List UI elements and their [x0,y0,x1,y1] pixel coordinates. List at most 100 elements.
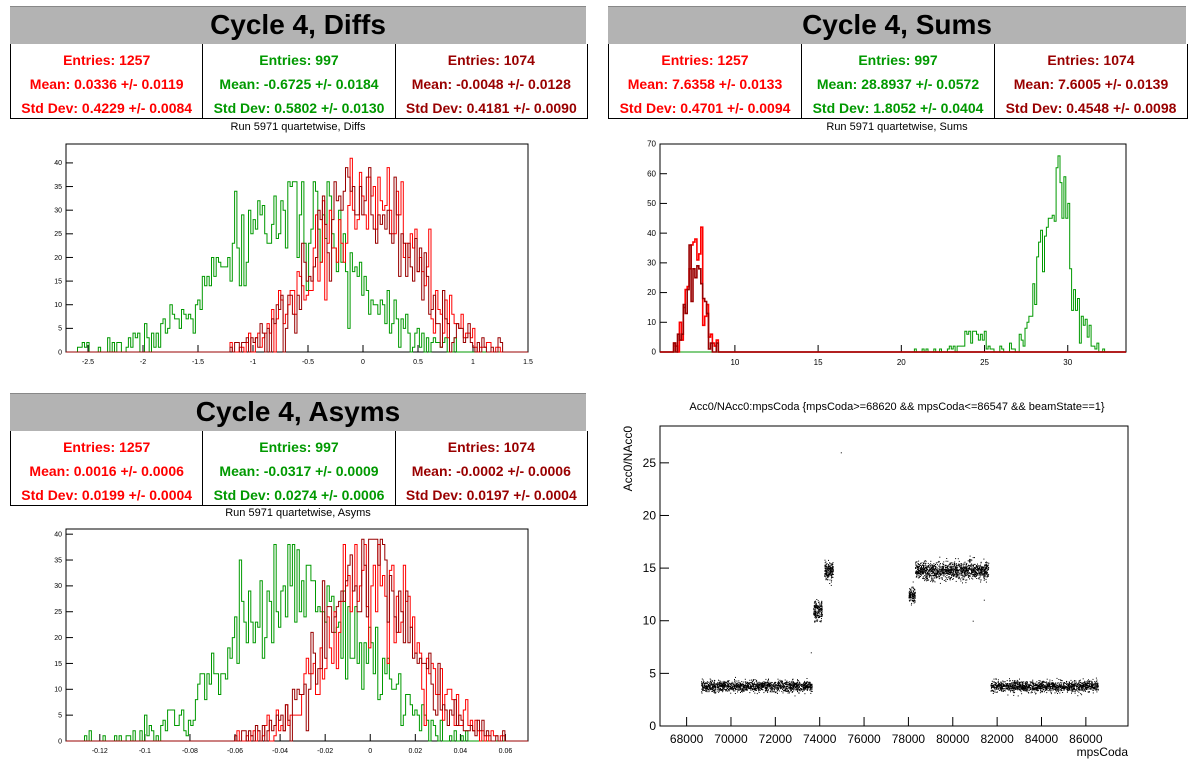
scatter-point [951,567,953,569]
scatter-point [739,682,741,683]
scatter-point [928,574,930,576]
scatter-point [963,571,965,573]
scatter-point [933,563,935,565]
scatter-point [736,687,738,689]
asyms-run-title: Run 5971 quartetwise, Asyms [225,507,371,519]
scatter-point [785,686,787,688]
scatter-point [744,681,746,683]
scatter-point [739,683,741,685]
scatter-point [819,615,821,617]
scatter-point [951,566,952,568]
scatter-point [973,569,974,571]
scatter-point [943,575,945,577]
scatter-point [735,683,737,685]
scatter-point [828,576,830,578]
scatter-point [747,685,749,687]
scatter-point [1013,686,1015,688]
scatter-point [741,684,742,686]
scatter-point [831,573,833,575]
scatter-point [976,565,978,566]
scatter-point [913,593,915,595]
scatter-point [1064,682,1066,684]
x-tick-label: 84000 [1025,732,1059,746]
scatter-point [1007,683,1009,684]
scatter-point [959,565,961,567]
y-tick-label: 40 [54,160,62,167]
scatter-point [916,574,918,576]
scatter-point [923,566,924,568]
scatter-point [1080,684,1082,686]
scatter-point [714,691,716,692]
scatter-point [767,691,769,693]
scatter-point [821,618,822,620]
scatter-point [830,571,832,573]
scatter-point [1074,680,1076,681]
scatter-point [802,684,804,686]
scatter-point [930,577,932,579]
scatter-point [1019,678,1020,680]
scatter-point [1087,684,1089,686]
scatter-point [977,565,979,567]
scatter-point [993,686,995,687]
scatter-point [712,688,714,690]
scatter-point [940,568,942,570]
scatter-point [1076,687,1078,689]
scatter-point [955,565,957,567]
scatter-point [1043,684,1045,686]
scatter-point [752,681,753,683]
scatter-point [1066,691,1068,693]
scatter-point [1008,689,1010,691]
scatter-point [926,568,927,570]
scatter-point [829,569,831,571]
scatter-point [1018,683,1020,685]
scatter-point [702,689,704,691]
scatter-point [925,566,927,568]
diffs-run-title: Run 5971 quartetwise, Diffs [230,121,366,133]
scatter-point [1073,685,1075,687]
scatter-point [831,574,833,576]
scatter-point [740,688,742,690]
scatter-point [810,687,812,689]
scatter-point [1014,687,1016,689]
scatter-point [757,687,759,689]
scatter-point [722,683,724,685]
scatter-point [755,685,757,687]
scatter-point [950,576,952,578]
scatter-point [769,691,771,693]
scatter-point [718,683,720,685]
scatter-point [941,574,943,576]
scatter-point [728,689,730,691]
scatter-point [912,598,913,600]
scatter-point [705,683,707,685]
scatter-point [782,686,784,688]
scatter-point [711,691,713,692]
scatter-point [755,687,756,689]
scatter-point [718,688,720,690]
scatter-point [805,683,807,684]
scatter-point [767,690,769,692]
scatter-point [719,684,721,686]
scatter-point [936,576,938,578]
scatter-point [811,684,813,686]
scatter-point [987,569,989,571]
x-tick-label: 1 [471,359,475,365]
scatter-point [1051,683,1053,685]
scatter-point [1051,690,1053,692]
scatter-point [1033,685,1035,687]
scatter-point [1073,687,1075,689]
scatter-point [742,688,743,690]
mean-text: Mean: -0.0048 +/- 0.0128 [411,76,571,92]
scatter-point [810,683,811,685]
scatter-point [993,687,995,689]
scatter-point [930,565,932,567]
scatter-point [943,573,945,575]
scatter-point [756,684,758,686]
scatter-point [1085,681,1087,683]
scatter-point [909,594,911,596]
scatter-point [1074,686,1075,688]
scatter-point [1010,687,1012,689]
scatter-point [713,682,715,684]
scatter-point [768,683,770,685]
scatter-point [725,690,727,692]
scatter-point [1002,686,1004,688]
